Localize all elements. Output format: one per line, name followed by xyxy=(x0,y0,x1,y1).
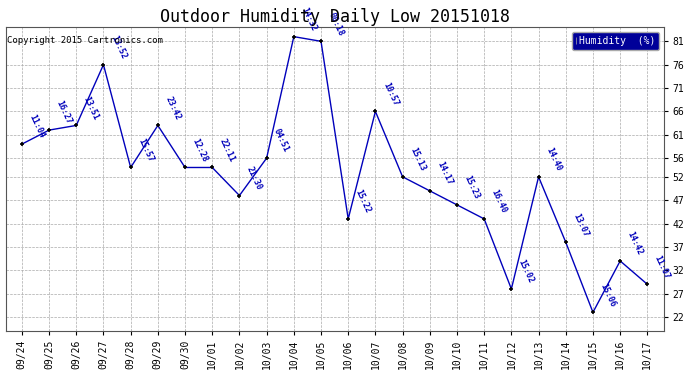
Point xyxy=(207,165,218,171)
Point xyxy=(642,281,653,287)
Text: Copyright 2015 Cartronics.com: Copyright 2015 Cartronics.com xyxy=(7,36,163,45)
Text: 13:52: 13:52 xyxy=(109,34,128,60)
Point xyxy=(261,155,272,161)
Point xyxy=(479,216,490,222)
Text: 14:32: 14:32 xyxy=(299,6,318,33)
Text: 10:57: 10:57 xyxy=(381,81,400,107)
Text: 15:57: 15:57 xyxy=(136,137,155,164)
Text: 14:17: 14:17 xyxy=(435,160,454,187)
Point xyxy=(451,202,462,208)
Text: 11:07: 11:07 xyxy=(653,254,671,280)
Legend: Humidity  (%): Humidity (%) xyxy=(572,32,659,50)
Point xyxy=(370,108,381,114)
Point xyxy=(315,38,326,44)
Text: 16:40: 16:40 xyxy=(490,188,509,215)
Text: 23:42: 23:42 xyxy=(164,95,182,121)
Text: 14:40: 14:40 xyxy=(544,146,563,172)
Text: 00:18: 00:18 xyxy=(326,11,345,37)
Text: 15:13: 15:13 xyxy=(408,146,427,172)
Text: 15:22: 15:22 xyxy=(354,188,373,215)
Text: 15:02: 15:02 xyxy=(517,258,535,285)
Point xyxy=(288,34,299,40)
Point xyxy=(615,258,626,264)
Point xyxy=(43,127,55,133)
Text: 15:06: 15:06 xyxy=(598,282,618,308)
Text: 12:28: 12:28 xyxy=(190,137,209,164)
Text: 21:30: 21:30 xyxy=(245,165,264,191)
Text: 15:23: 15:23 xyxy=(462,174,481,201)
Point xyxy=(125,165,136,171)
Text: 04:51: 04:51 xyxy=(272,128,291,154)
Point xyxy=(424,188,435,194)
Point xyxy=(71,122,82,128)
Text: 11:04: 11:04 xyxy=(28,114,46,140)
Point xyxy=(98,62,109,68)
Text: 13:51: 13:51 xyxy=(82,95,101,121)
Text: 14:42: 14:42 xyxy=(626,230,644,257)
Point xyxy=(397,174,408,180)
Point xyxy=(560,239,571,245)
Point xyxy=(179,165,190,171)
Point xyxy=(234,192,245,198)
Point xyxy=(343,216,354,222)
Point xyxy=(152,122,164,128)
Point xyxy=(506,286,517,292)
Title: Outdoor Humidity Daily Low 20151018: Outdoor Humidity Daily Low 20151018 xyxy=(159,8,510,26)
Point xyxy=(17,141,28,147)
Text: 13:07: 13:07 xyxy=(571,211,590,238)
Point xyxy=(533,174,544,180)
Point xyxy=(587,309,598,315)
Text: 22:11: 22:11 xyxy=(218,137,237,164)
Text: 16:27: 16:27 xyxy=(55,99,73,126)
